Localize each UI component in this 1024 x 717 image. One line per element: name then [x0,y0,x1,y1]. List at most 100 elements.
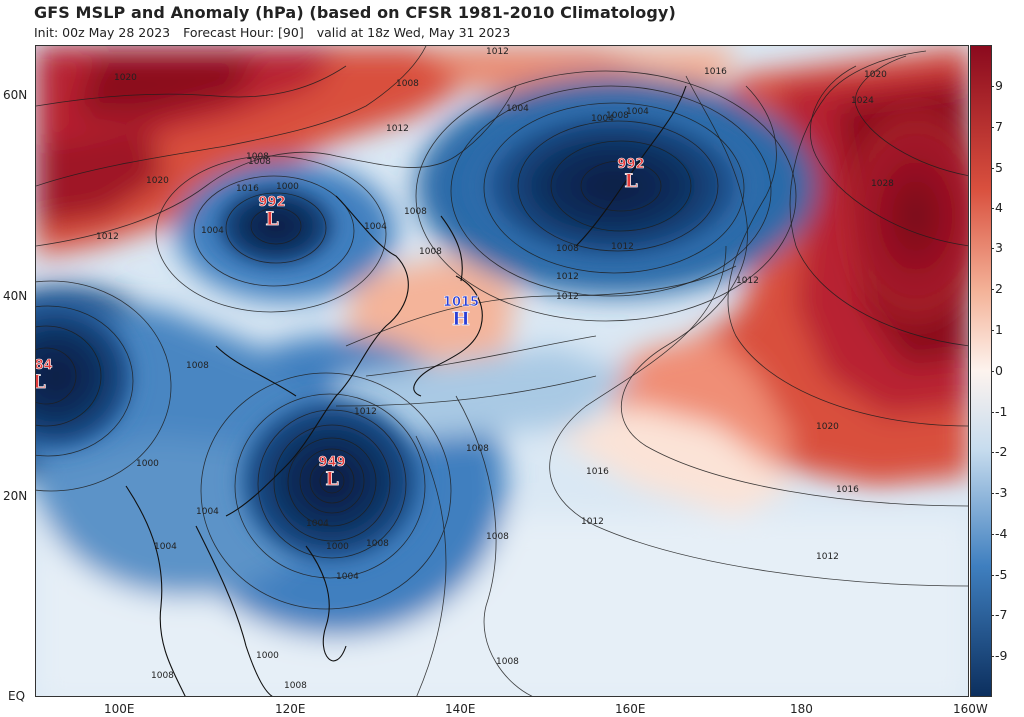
colorbar-tick-mark [991,575,994,576]
anomaly-colorbar [970,45,992,697]
colorbar-tick-mark [991,452,994,453]
isobar-value-label: 1008 [496,657,519,667]
isobar-value-label: 1012 [611,242,634,252]
colorbar-tick-mark [991,371,994,372]
colorbar-tick-label: -9 [995,648,1008,663]
isobar-value-label: 1008 [151,671,174,681]
low-pressure-value: 984 [36,358,53,373]
high-center-marker: H [452,308,470,330]
isobar-value-label: 1008 [246,152,269,162]
isobar-value-label: 1008 [248,157,271,167]
map-panel: 1012 1020 1016 1020 1024 1028 1008 1004 1008 1012… [35,45,969,697]
low-center-marker: L [265,208,278,230]
isobar-value-label: 1012 [736,276,759,286]
isobar-value-label: 1008 [419,247,442,257]
isobar-value-label: 1020 [816,422,839,432]
isobar-value-label: 1008 [366,539,389,549]
isobar-value-label: 1004 [626,107,649,117]
colorbar-tick-label: 9 [995,78,1003,93]
isobar-value-label: 1012 [556,292,579,302]
colorbar-tick-label: -4 [995,526,1008,541]
isobar-value-label: 1012 [486,47,509,57]
isobar-value-label: 1016 [586,467,609,477]
low-center-marker: L [624,170,637,192]
forecast-hour: Forecast Hour: [90] [183,25,304,40]
isobar-value-label: 1012 [581,517,604,527]
isobar-value-label: 1024 [851,96,874,106]
coastlines [125,85,687,696]
isobar-value-label: 1016 [236,184,259,194]
colorbar-tick-mark [991,412,994,413]
isobars [36,46,968,696]
isobar-value-label: 1000 [276,182,299,192]
colorbar-tick-label: 1 [995,322,1003,337]
colorbar-tick-label: -7 [995,607,1008,622]
colorbar-tick-label: -2 [995,444,1008,459]
isobar-value-label: 1008 [396,79,419,89]
colorbar-tick-label: 3 [995,240,1003,255]
colorbar-tick-label: 2 [995,281,1003,296]
isobar-value-label: 1004 [364,222,387,232]
lat-label-60n: 60N [3,88,28,102]
low-pressure-value: 992 [258,195,285,210]
isobar-value-label: 1004 [154,542,177,552]
isobar-value-label: 1020 [146,176,169,186]
colorbar-tick-mark [991,208,994,209]
low-center-marker: L [36,371,46,393]
isobar-value-label: 1012 [96,232,119,242]
isobar-value-label: 1008 [404,207,427,217]
colorbar-tick-mark [991,289,994,290]
isobar-value-label: 1008 [606,111,629,121]
colorbar-tick-mark [991,86,994,87]
isobar-value-label: 1020 [114,73,137,83]
colorbar-tick-mark [991,615,994,616]
colorbar-tick-mark [991,330,994,331]
pressure-centers: 992L992L1015H984L949L [36,157,645,491]
valid-time: valid at 18z Wed, May 31 2023 [316,25,511,40]
isobar-value-label: 1008 [556,244,579,254]
colorbar-tick-label: 4 [995,200,1003,215]
lon-label-180: 180 [790,702,813,716]
isobar-value-label: 1000 [136,459,159,469]
isobar-value-label: 1020 [864,70,887,80]
colorbar-tick-mark [991,493,994,494]
low-pressure-value: 992 [617,157,644,172]
colorbar-tick-mark [991,127,994,128]
anomaly-cores [36,96,968,576]
isobar-value-label: 1004 [196,507,219,517]
colorbar-tick-label: -5 [995,567,1008,582]
isobar-value-label: 1004 [506,104,529,114]
lon-label-160w: 160W [953,702,988,716]
colorbar-tick-mark [991,248,994,249]
isobar-value-label: 1028 [871,179,894,189]
init-time: Init: 00z May 28 2023 [34,25,171,40]
high-pressure-value: 1015 [443,295,479,310]
isobar-value-label: 1000 [326,542,349,552]
isobar-value-label: 1004 [591,114,614,124]
isobar-value-label: 1004 [306,519,329,529]
lon-label-160e: 160E [615,702,646,716]
lon-label-120e: 120E [275,702,306,716]
colorbar-tick-label: 7 [995,119,1003,134]
isobar-value-label: 1004 [201,226,224,236]
isobar-value-label: 1008 [284,681,307,691]
colorbar-tick-label: -3 [995,485,1008,500]
lon-label-100e: 100E [104,702,135,716]
map-subtitle: Init: 00z May 28 2023 Forecast Hour: [90… [34,25,519,40]
colorbar-tick-label: 5 [995,160,1003,175]
colorbar-tick-label: -1 [995,404,1008,419]
isobar-value-label: 1008 [186,361,209,371]
low-center-marker: L [325,468,338,490]
lat-label-20n: 20N [3,489,28,503]
isobar-value-label: 1012 [354,407,377,417]
isobar-value-label: 1004 [336,572,359,582]
isobar-value-label: 1000 [256,651,279,661]
low-pressure-value: 949 [318,455,345,470]
colorbar-tick-mark [991,656,994,657]
lat-label-eq: EQ [8,689,26,703]
colorbar-tick-label: 0 [995,363,1003,378]
lat-label-40n: 40N [3,289,28,303]
colorbar-tick-mark [991,168,994,169]
